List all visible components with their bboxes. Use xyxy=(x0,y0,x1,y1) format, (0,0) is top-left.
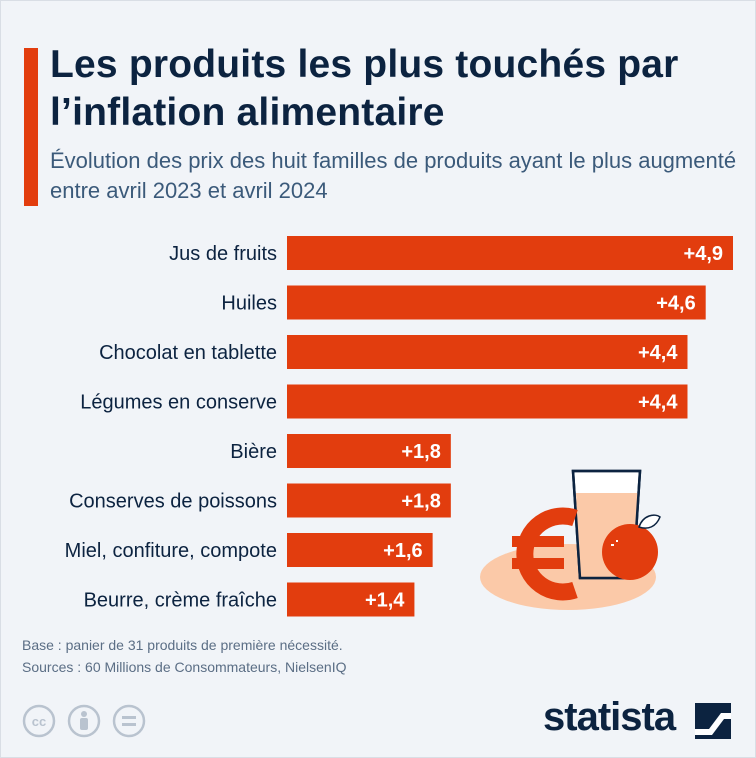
bar xyxy=(287,533,433,567)
illustration xyxy=(480,469,661,610)
category-label: Conserves de poissons xyxy=(69,491,277,513)
value-label: +1,8 xyxy=(401,491,440,513)
value-label: +1,8 xyxy=(401,441,440,463)
value-label: +4,6 xyxy=(656,293,695,315)
chart-title: Les produits les plus touchés par l’infl… xyxy=(50,43,679,134)
category-label: Miel, confiture, compote xyxy=(65,540,277,562)
note-sources: Sources : 60 Millions de Consommateurs, … xyxy=(22,659,347,675)
value-label: +4,4 xyxy=(638,342,678,364)
bar xyxy=(287,384,688,419)
statista-logo[interactable]: statista xyxy=(543,695,676,739)
category-label: Chocolat en tablette xyxy=(99,342,277,364)
bar xyxy=(287,335,688,369)
svg-text:cc: cc xyxy=(32,714,46,729)
equals-icon[interactable] xyxy=(112,704,146,738)
title-accent-bar xyxy=(24,48,38,206)
orange-illustration xyxy=(602,514,661,580)
bar xyxy=(287,434,451,468)
person-icon[interactable] xyxy=(67,704,101,738)
euro-sign-illustration xyxy=(512,507,578,601)
cc-icon[interactable]: cc xyxy=(22,704,56,738)
bar xyxy=(287,285,706,320)
category-label: Huiles xyxy=(221,293,277,315)
category-label: Jus de fruits xyxy=(169,243,277,265)
category-label: Beurre, crème fraîche xyxy=(84,590,277,612)
value-label: +1,6 xyxy=(383,540,422,562)
bar xyxy=(287,483,451,518)
category-label: Bière xyxy=(230,441,277,463)
category-label: Légumes en conserve xyxy=(80,392,277,414)
value-label: +4,9 xyxy=(684,243,723,265)
source-notes: Base : panier de 31 produits de première… xyxy=(22,634,346,678)
note-base: Base : panier de 31 produits de première… xyxy=(22,637,343,653)
bar xyxy=(287,236,733,270)
bar xyxy=(287,582,415,617)
value-label: +4,4 xyxy=(638,392,678,414)
value-label: +1,4 xyxy=(365,590,405,612)
statista-logo-mark xyxy=(695,703,731,739)
chart-subtitle: Évolution des prix des huit familles de … xyxy=(50,148,737,203)
